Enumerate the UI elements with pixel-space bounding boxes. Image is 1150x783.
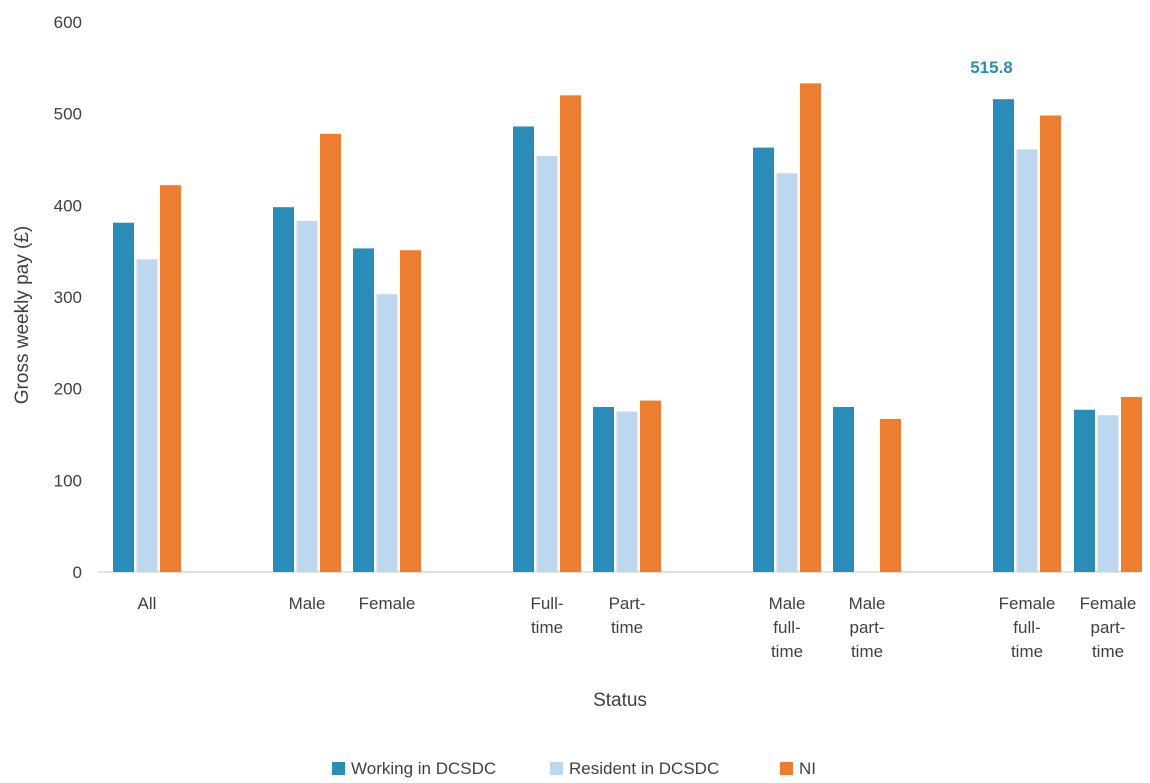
bar-ni (880, 418, 901, 572)
bar-resident-in-dcsdc (1016, 149, 1038, 572)
legend-label: Working in DCSDC (351, 759, 496, 778)
y-tick-label: 100 (54, 471, 82, 490)
x-tick-label: Part-time (609, 594, 646, 637)
bar-resident-in-dcsdc (296, 220, 318, 572)
y-axis-ticks: 0 100 200 300 400 500 600 (54, 13, 82, 582)
bar-working-in-dcsdc (273, 207, 294, 572)
y-tick-label: 500 (54, 105, 82, 124)
bar-ni (160, 185, 181, 572)
bar-resident-in-dcsdc (616, 411, 638, 572)
x-tick-label: Full-time (530, 594, 563, 637)
x-tick-label: Female part-time (1080, 594, 1137, 661)
y-tick-label: 300 (54, 288, 82, 307)
data-labels: 515.8 (970, 58, 1013, 77)
bar-resident-in-dcsdc (1097, 415, 1119, 572)
bar-working-in-dcsdc (113, 222, 134, 572)
x-axis-title: Status (593, 690, 647, 711)
bar-resident-in-dcsdc (376, 294, 398, 572)
x-tick-label: Female (359, 594, 416, 613)
bars (113, 83, 1142, 573)
y-tick-label: 200 (54, 380, 82, 399)
bar-working-in-dcsdc (1074, 409, 1095, 572)
y-axis-title: Gross weekly pay (£) (12, 226, 33, 404)
legend-swatch (550, 762, 563, 775)
data-label: 515.8 (970, 58, 1013, 77)
bar-working-in-dcsdc (353, 248, 374, 572)
bar-working-in-dcsdc (513, 126, 534, 572)
y-tick-label: 400 (54, 196, 82, 215)
bar-working-in-dcsdc (593, 407, 614, 572)
y-tick-label: 0 (73, 563, 82, 582)
legend-label: Resident in DCSDC (569, 759, 719, 778)
legend-label: NI (799, 759, 816, 778)
x-tick-label: Female full-time (999, 594, 1056, 661)
bar-ni (800, 83, 821, 573)
x-tick-label: Male (289, 594, 326, 613)
bar-ni (1121, 396, 1142, 572)
x-tick-label: Male full-time (769, 594, 806, 661)
bar-ni (400, 250, 421, 572)
legend: Working in DCSDC Resident in DCSDC NI (332, 759, 816, 778)
legend-swatch (780, 762, 793, 775)
bar-resident-in-dcsdc (136, 259, 158, 572)
x-axis-ticks: All Male Female Full-time Part-time Male full-… (138, 594, 1137, 661)
bar-resident-in-dcsdc (776, 173, 798, 572)
bar-ni (560, 95, 581, 572)
legend-swatch (332, 762, 345, 775)
bar-working-in-dcsdc (833, 407, 854, 572)
bar-working-in-dcsdc (753, 147, 774, 573)
bar-ni (1040, 115, 1061, 572)
bar-resident-in-dcsdc (536, 155, 558, 573)
x-tick-label: All (138, 594, 157, 613)
bar-ni (320, 133, 341, 573)
bar-working-in-dcsdc (993, 99, 1014, 572)
y-tick-label: 600 (54, 13, 82, 32)
bar-ni (640, 400, 661, 572)
x-tick-label: Male part-time (849, 594, 886, 661)
